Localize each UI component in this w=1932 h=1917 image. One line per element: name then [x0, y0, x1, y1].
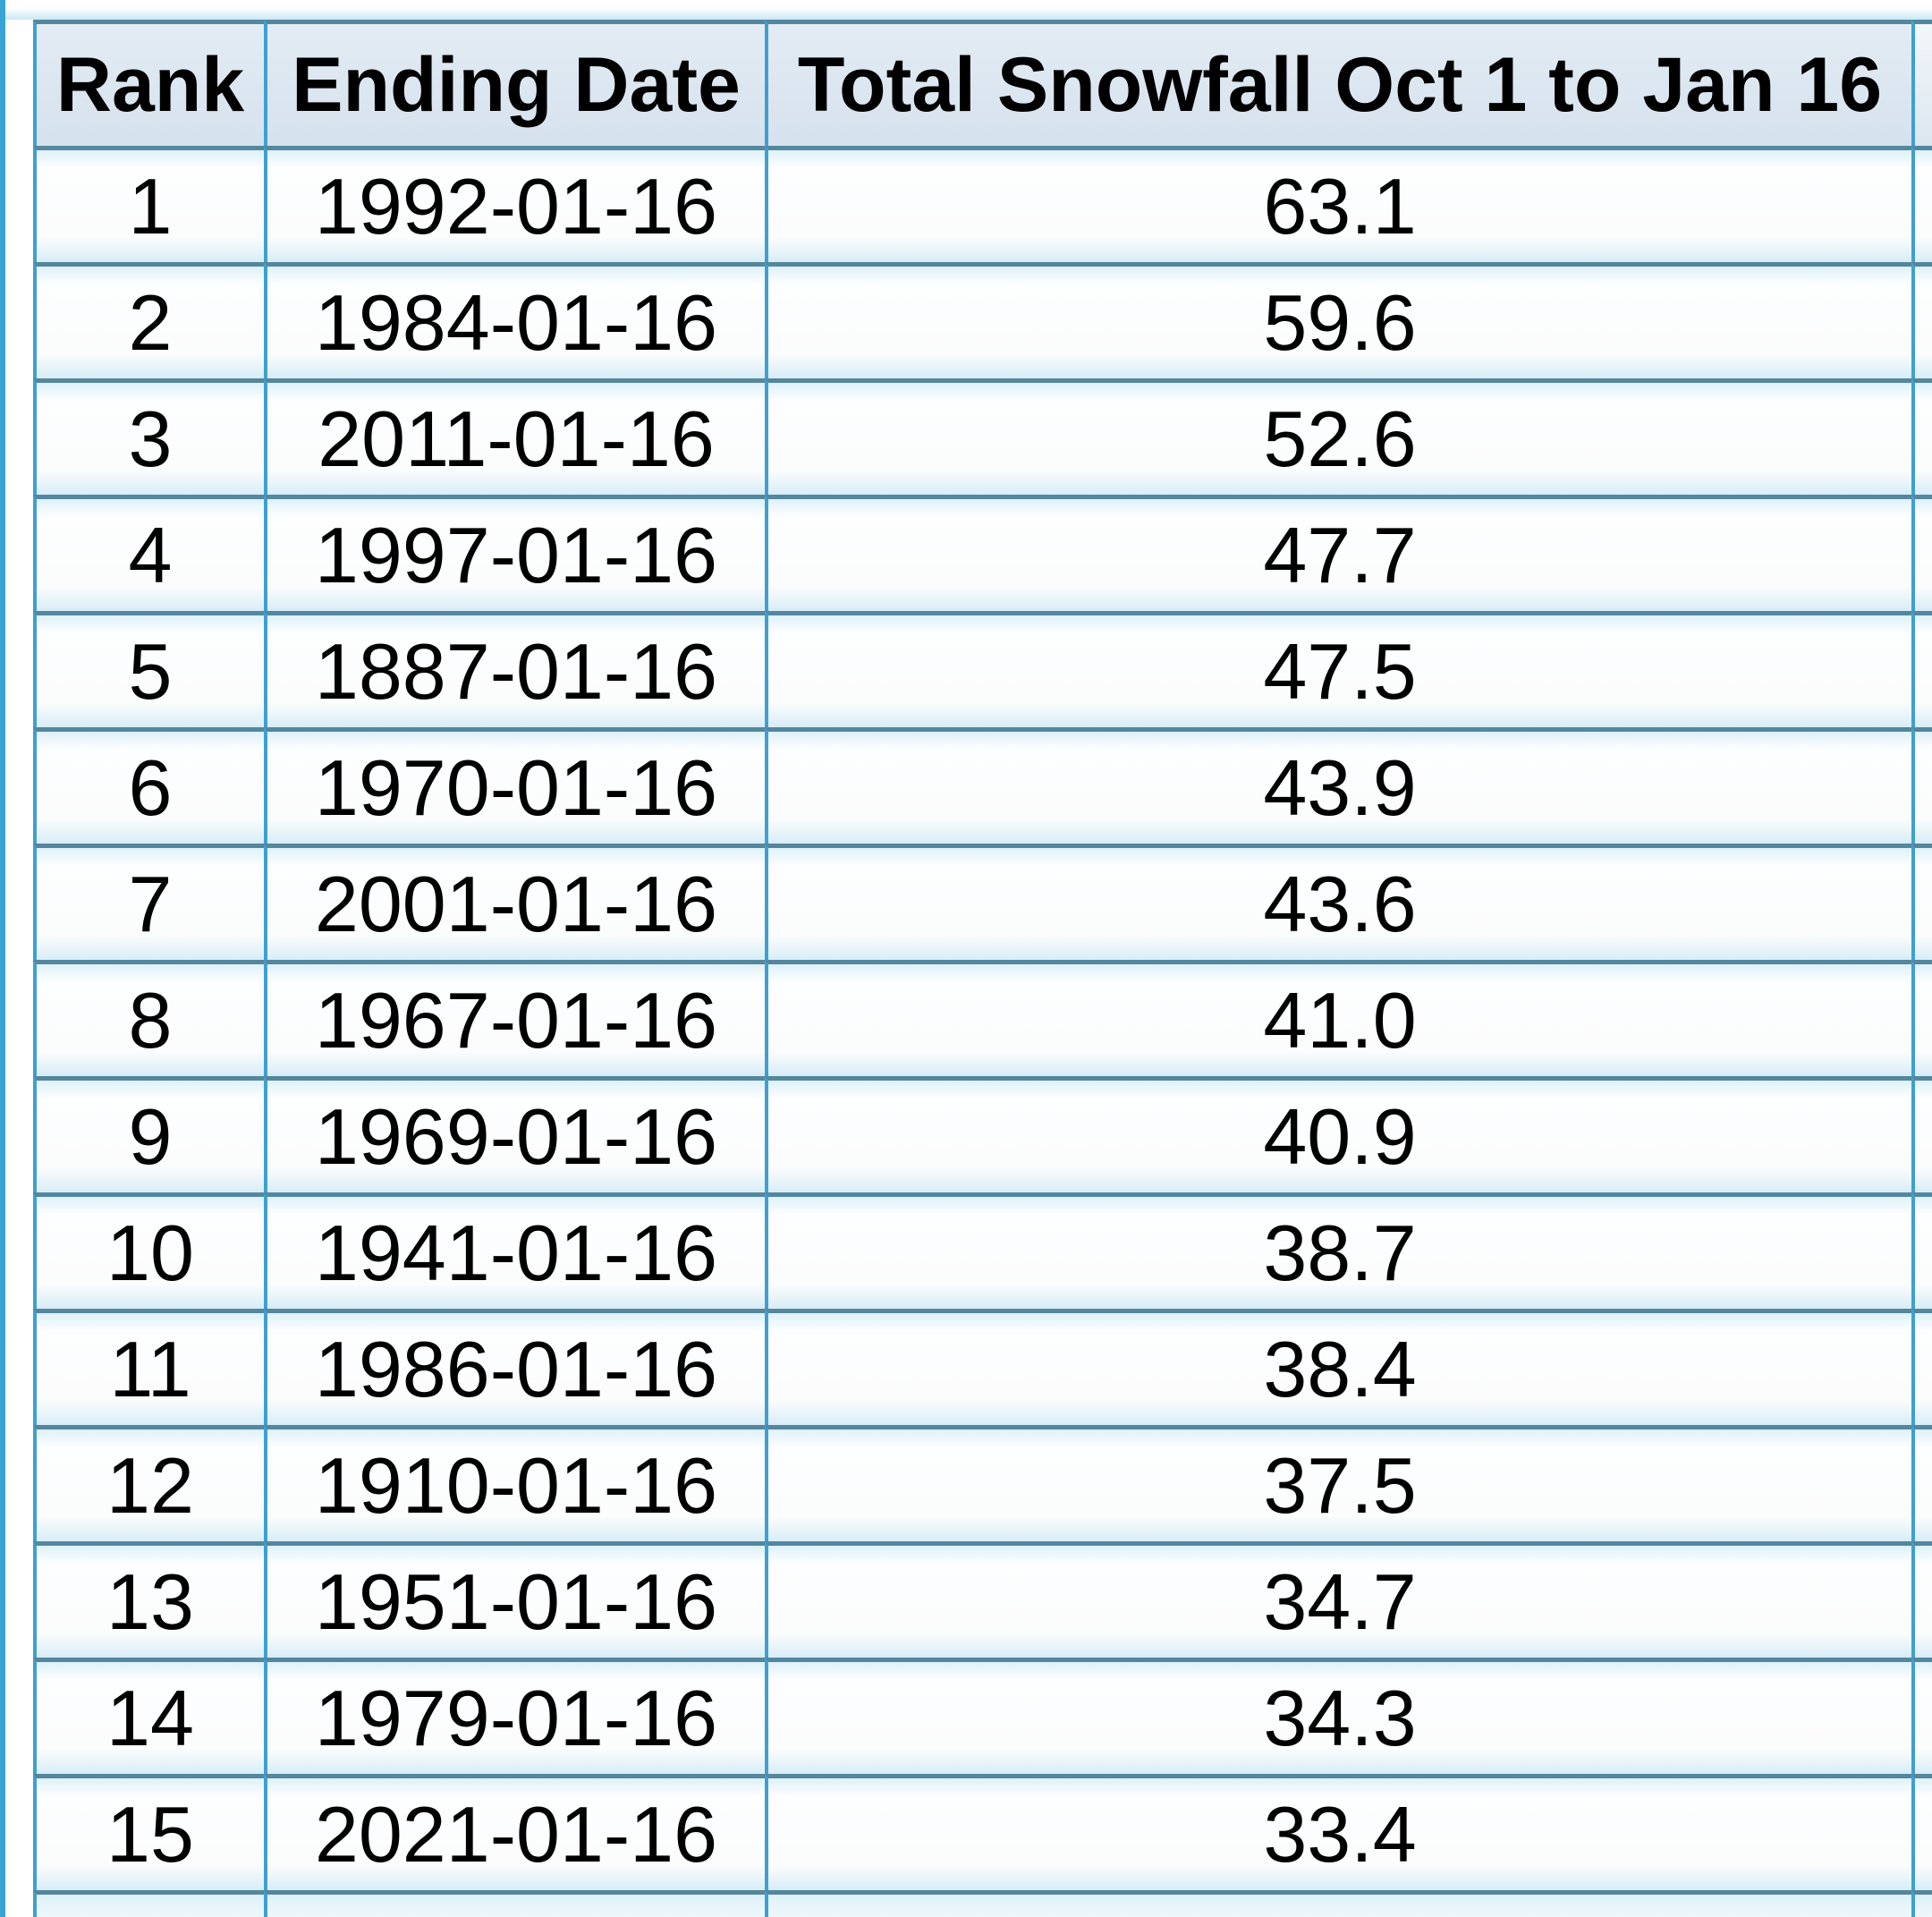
snowfall-rankings-table: Rank Ending Date Total Snowfall Oct 1 to… [33, 20, 1932, 1917]
column-header-total-snowfall: Total Snowfall Oct 1 to Jan 16 [765, 20, 1911, 146]
cutoff-cell [1911, 146, 1932, 262]
ending-date-cell: 1986-01-16 [264, 1309, 765, 1425]
cutoff-cell [1911, 960, 1932, 1076]
cutoff-cell [1911, 727, 1932, 844]
total-snowfall-cell: 37.5 [765, 1425, 1911, 1541]
rank-cell: 12 [33, 1425, 264, 1541]
total-snowfall-cell: 38.7 [765, 1192, 1911, 1309]
table-row: 10 1941-01-16 38.7 [33, 1192, 1932, 1309]
rank-cell: 3 [33, 378, 264, 495]
ending-date-cell: 1967-01-16 [264, 960, 765, 1076]
ending-date-cell: 1970-01-16 [264, 727, 765, 844]
cutoff-cell [1911, 844, 1932, 960]
rank-cell: 9 [33, 1076, 264, 1192]
table-row: 3 2011-01-16 52.6 [33, 378, 1932, 495]
cutoff-cell [1911, 1192, 1932, 1309]
table-row: 13 1951-01-16 34.7 [33, 1541, 1932, 1658]
total-snowfall-cell: 47.7 [765, 495, 1911, 611]
ending-date-cell: 1979-01-16 [264, 1658, 765, 1774]
cutoff-row [33, 1890, 1932, 1917]
cutoff-cell [1911, 495, 1932, 611]
cutoff-cell [1911, 262, 1932, 378]
total-snowfall-cell-cutoff [765, 1890, 1911, 1917]
ending-date-cell: 1941-01-16 [264, 1192, 765, 1309]
table-row: 11 1986-01-16 38.4 [33, 1309, 1932, 1425]
total-snowfall-cell: 41.0 [765, 960, 1911, 1076]
column-header-ending-date: Ending Date [264, 20, 765, 146]
cutoff-cell [1911, 1658, 1932, 1774]
cutoff-cell [1911, 1541, 1932, 1658]
ending-date-cell-cutoff [264, 1890, 765, 1917]
cutoff-cell [1911, 378, 1932, 495]
table-row: 8 1967-01-16 41.0 [33, 960, 1932, 1076]
column-header-rank: Rank [33, 20, 264, 146]
rank-cell: 6 [33, 727, 264, 844]
total-snowfall-cell: 34.3 [765, 1658, 1911, 1774]
rank-cell-cutoff [33, 1890, 264, 1917]
cutoff-cell [1911, 1076, 1932, 1192]
rank-cell: 1 [33, 146, 264, 262]
total-snowfall-cell: 63.1 [765, 146, 1911, 262]
ending-date-cell: 2001-01-16 [264, 844, 765, 960]
total-snowfall-cell: 43.6 [765, 844, 1911, 960]
table-row: 5 1887-01-16 47.5 [33, 611, 1932, 727]
table-row: 14 1979-01-16 34.3 [33, 1658, 1932, 1774]
total-snowfall-cell: 33.4 [765, 1774, 1911, 1890]
total-snowfall-cell: 47.5 [765, 611, 1911, 727]
table-row: 15 2021-01-16 33.4 [33, 1774, 1932, 1890]
cutoff-cell [1911, 1309, 1932, 1425]
table-row: 12 1910-01-16 37.5 [33, 1425, 1932, 1541]
ending-date-cell: 1992-01-16 [264, 146, 765, 262]
top-edge-glow [5, 0, 1932, 20]
header-row: Rank Ending Date Total Snowfall Oct 1 to… [33, 20, 1932, 146]
rank-cell: 2 [33, 262, 264, 378]
rank-cell: 5 [33, 611, 264, 727]
rank-cell: 13 [33, 1541, 264, 1658]
rank-cell: 15 [33, 1774, 264, 1890]
table-row: 4 1997-01-16 47.7 [33, 495, 1932, 611]
total-snowfall-cell: 59.6 [765, 262, 1911, 378]
rank-cell: 10 [33, 1192, 264, 1309]
rank-cell: 8 [33, 960, 264, 1076]
total-snowfall-cell: 52.6 [765, 378, 1911, 495]
table-row: 2 1984-01-16 59.6 [33, 262, 1932, 378]
rank-cell: 11 [33, 1309, 264, 1425]
cutoff-cell [1911, 1774, 1932, 1890]
ending-date-cell: 1969-01-16 [264, 1076, 765, 1192]
total-snowfall-cell: 40.9 [765, 1076, 1911, 1192]
cutoff-cell-cutoff [1911, 1890, 1932, 1917]
table-row: 9 1969-01-16 40.9 [33, 1076, 1932, 1192]
cutoff-cell [1911, 611, 1932, 727]
ending-date-cell: 1887-01-16 [264, 611, 765, 727]
table-row: 6 1970-01-16 43.9 [33, 727, 1932, 844]
ending-date-cell: 1910-01-16 [264, 1425, 765, 1541]
total-snowfall-cell: 34.7 [765, 1541, 1911, 1658]
ending-date-cell: 1951-01-16 [264, 1541, 765, 1658]
left-border-line [0, 0, 5, 1917]
column-header-cutoff [1911, 20, 1932, 146]
total-snowfall-cell: 38.4 [765, 1309, 1911, 1425]
ending-date-cell: 2021-01-16 [264, 1774, 765, 1890]
total-snowfall-cell: 43.9 [765, 727, 1911, 844]
table-row: 7 2001-01-16 43.6 [33, 844, 1932, 960]
ending-date-cell: 1997-01-16 [264, 495, 765, 611]
ending-date-cell: 1984-01-16 [264, 262, 765, 378]
rank-cell: 4 [33, 495, 264, 611]
cutoff-cell [1911, 1425, 1932, 1541]
ending-date-cell: 2011-01-16 [264, 378, 765, 495]
rank-cell: 7 [33, 844, 264, 960]
rank-cell: 14 [33, 1658, 264, 1774]
table-row: 1 1992-01-16 63.1 [33, 146, 1932, 262]
